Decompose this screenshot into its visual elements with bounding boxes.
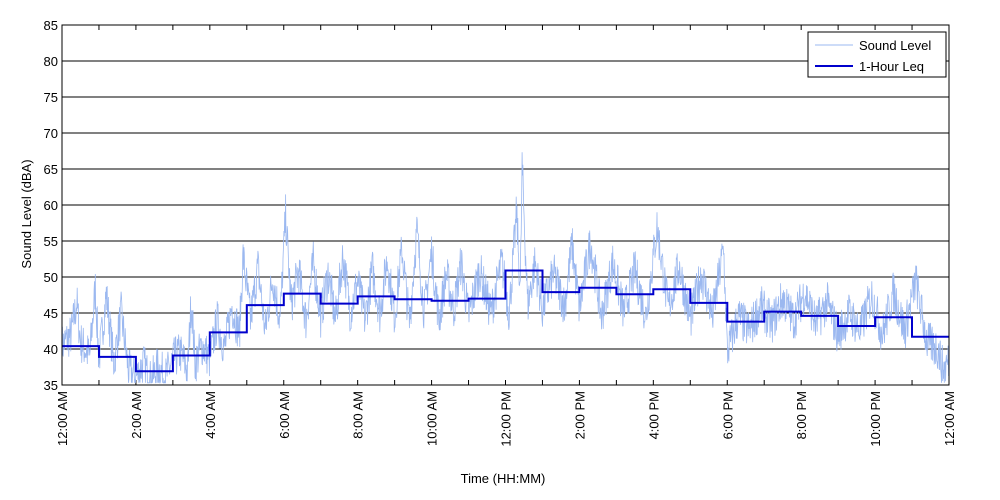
x-tick-label: 2:00 PM [572, 391, 587, 439]
x-tick-label: 4:00 PM [646, 391, 661, 439]
plot-area [61, 152, 950, 384]
y-tick-label: 55 [44, 234, 58, 249]
plot-frame [61, 24, 950, 386]
x-tick-label: 10:00 AM [425, 391, 440, 446]
legend: Sound Level 1-Hour Leq [807, 31, 947, 78]
x-tick-label: 8:00 PM [794, 391, 809, 439]
x-tick-label: 12:00 PM [499, 391, 514, 447]
x-axis-label: Time (HH:MM) [461, 471, 546, 486]
y-tick-label: 50 [44, 270, 58, 285]
legend-label-leq: 1-Hour Leq [859, 59, 924, 74]
x-tick-label: 8:00 AM [351, 391, 366, 439]
y-tick-label: 45 [44, 306, 58, 321]
y-axis-label: Sound Level (dBA) [19, 159, 34, 268]
y-tick-label: 75 [44, 90, 58, 105]
y-tick-label: 80 [44, 54, 58, 69]
x-tick-label: 4:00 AM [203, 391, 218, 439]
x-tick-label: 2:00 AM [129, 391, 144, 439]
series-leq-step-line [62, 269, 949, 373]
y-tick-label: 60 [44, 198, 58, 213]
x-axis-ticks: 12:00 AM 2:00 AM 4:00 AM 6:00 AM 8:00 AM 10:0… [55, 25, 957, 447]
legend-label-sound-level: Sound Level [859, 38, 931, 53]
x-tick-label: 10:00 PM [868, 391, 883, 447]
x-tick-label: 12:00 AM [942, 391, 957, 446]
y-tick-label: 65 [44, 162, 58, 177]
x-tick-label: 6:00 AM [277, 391, 292, 439]
x-tick-label: 6:00 PM [720, 391, 735, 439]
y-tick-label: 70 [44, 126, 58, 141]
x-tick-label: 12:00 AM [55, 391, 70, 446]
y-tick-label: 40 [44, 342, 58, 357]
y-tick-label: 85 [44, 18, 58, 33]
y-tick-label: 35 [44, 378, 58, 393]
legend-box [807, 31, 947, 78]
